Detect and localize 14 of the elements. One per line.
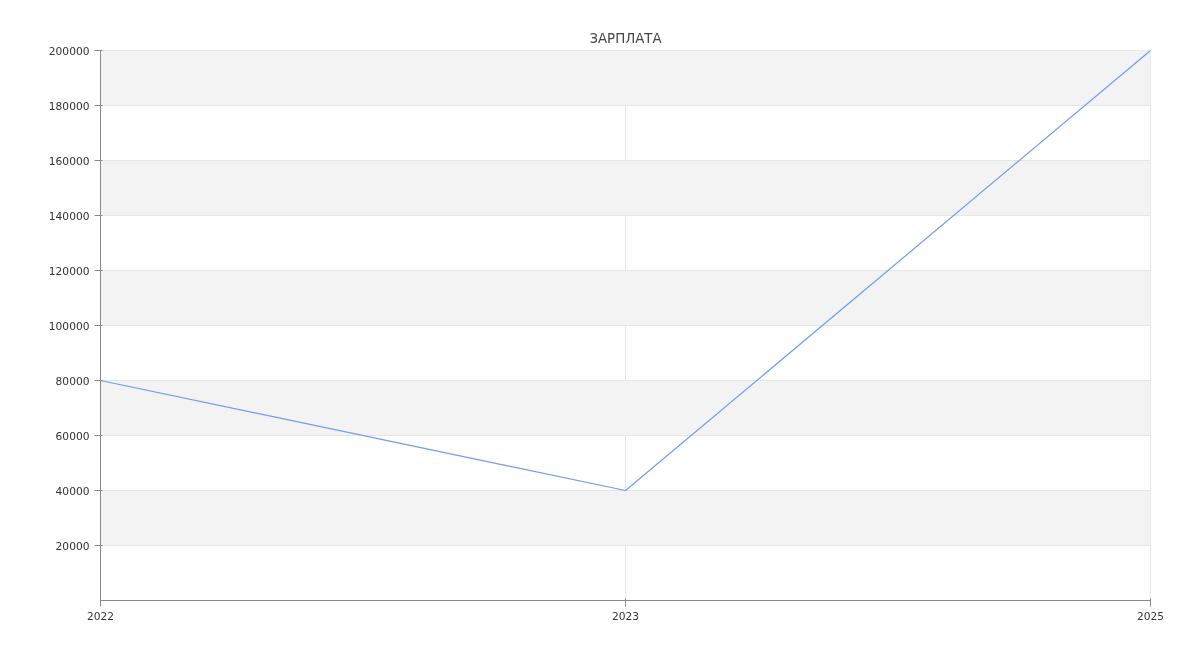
x-tick-label: 2023 xyxy=(611,609,640,623)
y-tick-label: 160000 xyxy=(48,154,90,168)
y-tick-label: 200000 xyxy=(48,44,90,58)
y-tick-label: 100000 xyxy=(48,319,90,333)
y-tick-label: 60000 xyxy=(55,429,90,443)
y-tick-label: 120000 xyxy=(48,264,90,278)
y-tick-label: 180000 xyxy=(48,99,90,113)
y-tick-label: 20000 xyxy=(55,539,90,553)
y-tick-label: 80000 xyxy=(55,374,90,388)
chart-title: ЗАРПЛАТА xyxy=(589,30,662,46)
y-tick-label: 40000 xyxy=(55,484,90,498)
y-tick-label: 140000 xyxy=(48,209,90,223)
x-tick-label: 2025 xyxy=(1136,609,1165,623)
x-tick-label: 2022 xyxy=(86,609,115,623)
